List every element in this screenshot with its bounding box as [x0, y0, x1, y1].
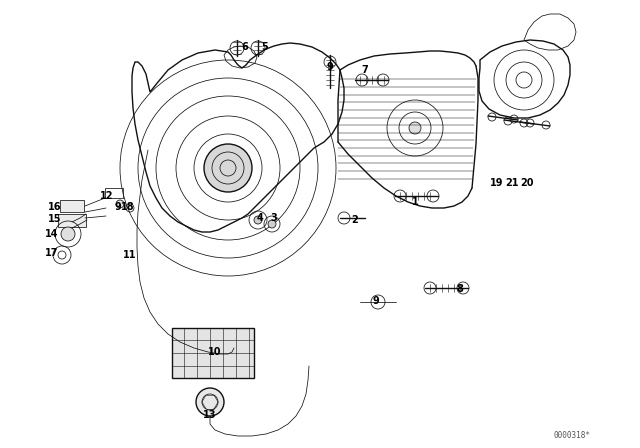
Text: 20: 20 — [520, 178, 534, 188]
Circle shape — [61, 227, 75, 241]
Text: 9: 9 — [326, 62, 333, 72]
Text: 7: 7 — [362, 65, 369, 75]
Circle shape — [196, 388, 224, 416]
Text: 16: 16 — [48, 202, 61, 212]
FancyBboxPatch shape — [58, 214, 86, 227]
Circle shape — [204, 144, 252, 192]
Text: 19: 19 — [490, 178, 504, 188]
Text: 6: 6 — [242, 42, 248, 52]
Text: 0000318*: 0000318* — [554, 431, 591, 440]
Text: 21: 21 — [505, 178, 519, 188]
FancyBboxPatch shape — [60, 200, 84, 212]
Text: 8: 8 — [456, 284, 463, 294]
Text: 12: 12 — [100, 191, 114, 201]
Text: 9: 9 — [372, 296, 380, 306]
FancyBboxPatch shape — [172, 328, 254, 378]
Circle shape — [254, 216, 262, 224]
Text: 4: 4 — [257, 213, 264, 223]
Text: 18: 18 — [121, 202, 135, 212]
Text: 9: 9 — [115, 202, 122, 212]
Text: 15: 15 — [48, 214, 61, 224]
Text: 17: 17 — [45, 248, 59, 258]
Text: 11: 11 — [124, 250, 137, 260]
Circle shape — [268, 220, 276, 228]
Circle shape — [116, 200, 124, 208]
Text: 1: 1 — [412, 197, 419, 207]
Text: 5: 5 — [262, 42, 268, 52]
Text: 3: 3 — [271, 213, 277, 223]
Text: 10: 10 — [208, 347, 221, 357]
Text: 13: 13 — [204, 410, 217, 420]
Text: 14: 14 — [45, 229, 59, 239]
Text: 2: 2 — [351, 215, 358, 225]
Circle shape — [409, 122, 421, 134]
